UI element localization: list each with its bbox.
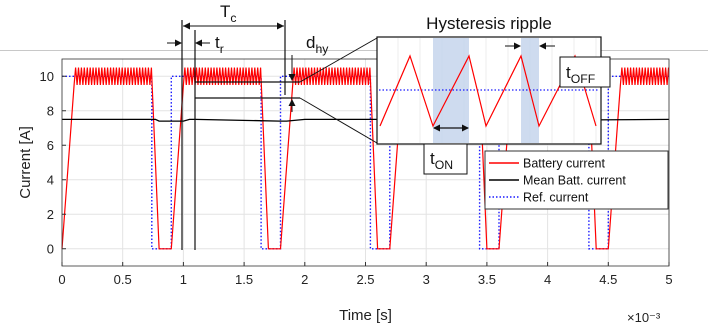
- x-tick-label: 1.5: [235, 272, 253, 287]
- x-tick-label: 0.5: [114, 272, 132, 287]
- tc-label: Tc: [220, 2, 237, 25]
- toff-arrow-head-right: [539, 42, 546, 50]
- legend-entry: Ref. current: [523, 191, 589, 205]
- x-tick-label: 4: [544, 272, 551, 287]
- legend-entry: Mean Batt. current: [523, 174, 626, 188]
- y-tick-label: 2: [47, 207, 54, 222]
- y-tick-label: 0: [47, 241, 54, 256]
- y-tick-label: 10: [40, 69, 54, 84]
- zoom-connector-top: [299, 37, 378, 83]
- x-scale-exponent: ×10⁻³: [627, 310, 661, 325]
- y-tick-label: 4: [47, 172, 54, 187]
- ton-label-box: [423, 143, 468, 175]
- tc-arrow-head-left: [183, 22, 190, 30]
- dhy-label: dhy: [306, 33, 329, 56]
- x-tick-label: 2: [301, 272, 308, 287]
- ton-label-subscript: ON: [435, 158, 453, 172]
- x-axis-title: Time [s]: [339, 307, 392, 324]
- x-tick-label: 0: [58, 272, 65, 287]
- dhy-label-subscript: hy: [315, 42, 329, 56]
- toff-label-main: t: [566, 63, 571, 82]
- ton-label: tON: [430, 149, 453, 172]
- tr-label: tr: [215, 33, 224, 56]
- tc-label-subscript: c: [230, 11, 236, 25]
- ton-label-main: t: [430, 149, 435, 168]
- x-tick-label: 5: [665, 272, 672, 287]
- dhy-label-main: d: [306, 33, 315, 52]
- toff-label-subscript: OFF: [571, 72, 595, 86]
- tc-arrow-head-right: [277, 22, 284, 30]
- y-tick-label: 6: [47, 138, 54, 153]
- tr-arrow-head-right: [195, 39, 202, 47]
- dhy-arrow-head-bottom: [288, 99, 296, 106]
- x-tick-label: 1: [180, 272, 187, 287]
- inset-title: Hysteresis ripple: [426, 14, 552, 33]
- tr-label-subscript: r: [220, 42, 224, 56]
- zoom-connector-bottom: [299, 97, 378, 144]
- dhy-arrow-head-top: [288, 74, 296, 81]
- ton-arrow-head-left: [433, 124, 440, 132]
- toff-arrow-head-left: [514, 42, 521, 50]
- tr-label-main: t: [215, 33, 220, 52]
- x-tick-label: 3: [423, 272, 430, 287]
- toff-label-box: [559, 56, 611, 88]
- legend-entry: Battery current: [523, 157, 606, 171]
- toff-label: tOFF: [566, 63, 595, 86]
- ton-arrow-head-right: [462, 124, 469, 132]
- y-tick-label: 8: [47, 103, 54, 118]
- x-tick-label: 3.5: [478, 272, 496, 287]
- tc-label-main: T: [220, 2, 230, 21]
- tr-arrow-head-left: [175, 39, 182, 47]
- x-tick-label: 2.5: [356, 272, 374, 287]
- y-axis-title: Current [A]: [17, 126, 34, 199]
- x-tick-label: 4.5: [599, 272, 617, 287]
